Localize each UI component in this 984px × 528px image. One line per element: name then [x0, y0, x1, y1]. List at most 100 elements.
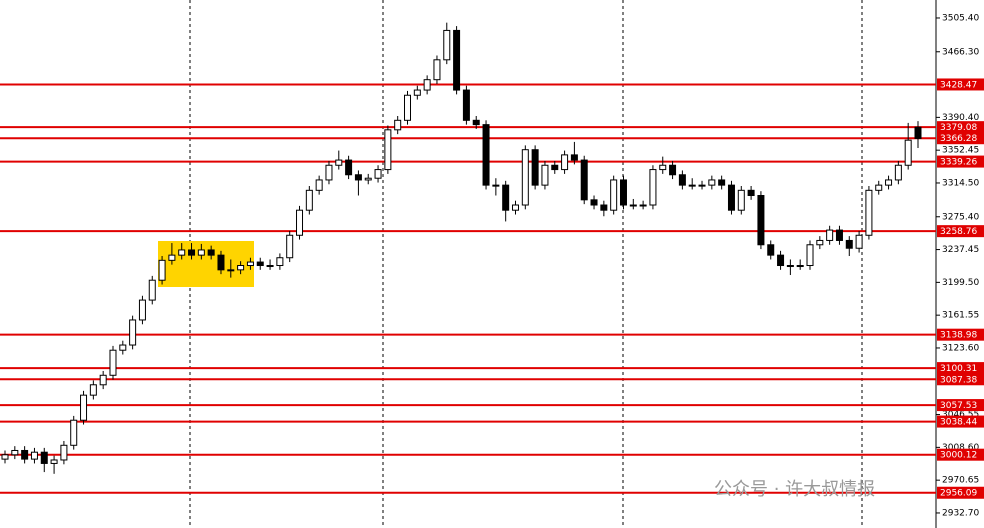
candle-body [109, 349, 117, 376]
candle-body [777, 254, 785, 267]
candle-body [629, 204, 637, 207]
candle-body [639, 204, 647, 207]
candle-body [197, 249, 205, 256]
candle-body [590, 199, 598, 206]
y-tick-label: 3314.50 [942, 178, 979, 188]
candle-body [669, 164, 677, 176]
level-label-bg [937, 362, 984, 375]
candle-body [492, 184, 500, 187]
candle-body [894, 164, 902, 181]
candle-body [89, 384, 97, 396]
level-label-bg [937, 415, 984, 428]
level-label-bg [937, 448, 984, 461]
candle-body [914, 126, 922, 139]
candle-body [816, 239, 824, 246]
candle-body [178, 249, 186, 256]
y-tick-label: 3466.30 [942, 47, 979, 57]
candle-body [698, 184, 706, 187]
level-label: 3057.53 [940, 401, 977, 411]
level-label-bg [937, 328, 984, 341]
y-tick-label: 3237.45 [942, 245, 979, 255]
candle-body [276, 257, 284, 267]
level-label: 3087.38 [940, 375, 977, 385]
candle-body [207, 249, 215, 256]
candle-body [80, 394, 88, 421]
candle-body [1, 454, 9, 460]
candle-body [502, 184, 510, 211]
candle-body [119, 344, 127, 351]
candle-body [30, 451, 38, 460]
candle-body [129, 319, 137, 346]
candle-body [413, 89, 421, 96]
candle-body [60, 444, 68, 461]
candle-body [708, 179, 716, 186]
candle-body [99, 374, 107, 386]
candle-body [875, 184, 883, 191]
candle-body [217, 254, 225, 271]
highlight-box [158, 241, 254, 287]
candle-body [531, 149, 539, 186]
y-tick-label: 2970.65 [942, 476, 979, 486]
candle-body [296, 209, 304, 236]
candle-body [806, 244, 814, 267]
candle-body [885, 179, 893, 186]
y-tick-label: 3008.60 [942, 443, 979, 453]
candle-body [266, 265, 274, 268]
level-label-bg [937, 486, 984, 499]
y-tick-label: 3199.50 [942, 278, 979, 288]
level-label-bg [937, 132, 984, 145]
candle-body [865, 189, 873, 236]
level-label: 3258.76 [940, 227, 977, 237]
candle-body [727, 184, 735, 211]
candle-body [786, 265, 794, 268]
candle-body [845, 239, 853, 249]
candle-body [374, 169, 382, 179]
candle-body [394, 119, 402, 131]
candle-body [600, 204, 608, 211]
y-tick-label: 3505.40 [942, 13, 979, 23]
candle-body [904, 139, 912, 166]
level-label: 3100.31 [940, 364, 977, 374]
candle-body [256, 261, 264, 267]
y-tick-label: 2932.70 [942, 508, 979, 518]
candle-body [757, 195, 765, 246]
candle-body [482, 124, 490, 186]
candle-body [423, 79, 431, 91]
candle-body [521, 149, 529, 206]
level-label-bg [937, 155, 984, 168]
candle-body [580, 159, 588, 201]
candle-body [315, 179, 323, 191]
candle-body [472, 119, 480, 126]
y-tick-label: 3161.55 [942, 311, 979, 321]
candle-body [433, 59, 441, 81]
candle-body [541, 164, 549, 186]
candle-body [659, 164, 667, 171]
level-label-bg [937, 225, 984, 238]
level-label-bg [937, 399, 984, 412]
candle-body [364, 177, 372, 181]
candle-body [453, 29, 461, 91]
candle-body [40, 451, 48, 464]
candle-body [462, 89, 470, 121]
candle-body [747, 189, 755, 197]
level-label-bg [937, 78, 984, 91]
candle-body [168, 254, 176, 261]
candle-body [796, 265, 804, 268]
candle-body [354, 174, 362, 181]
candle-body [345, 159, 353, 176]
candle-body [649, 169, 657, 206]
y-tick-label: 3046.55 [942, 410, 979, 420]
candle-body [70, 419, 78, 446]
candle-body [610, 179, 618, 211]
level-label: 3339.26 [940, 158, 977, 168]
level-label: 3138.98 [940, 331, 977, 341]
candle-body [835, 229, 843, 241]
candle-body [767, 244, 775, 256]
candle-body [335, 159, 343, 166]
candle-body [443, 29, 451, 61]
candle-body [50, 459, 58, 464]
candle-body [619, 179, 627, 206]
candle-body [384, 129, 392, 171]
